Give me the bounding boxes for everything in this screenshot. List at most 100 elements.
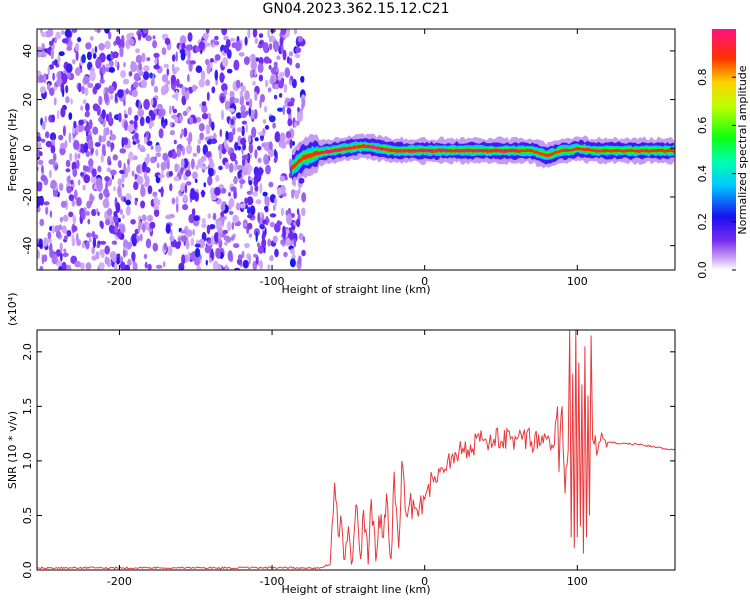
spectrogram-noise-cell: [74, 152, 78, 162]
spectrogram-noise-cell: [80, 171, 84, 177]
spectrogram-noise-cell: [65, 96, 70, 104]
spectrogram-noise-cell: [153, 204, 160, 210]
spectrogram-noise-cell: [301, 207, 306, 217]
spectrogram-noise-cell: [98, 116, 103, 123]
spectrogram-noise-cell: [230, 37, 236, 42]
spectrogram-noise-cell: [297, 107, 300, 112]
spectrogram-noise-cell: [264, 205, 269, 212]
spectrogram-peak-cell: [457, 148, 463, 153]
spectrogram-noise-cell: [106, 167, 112, 173]
spectrogram-noise-cell: [108, 31, 112, 40]
spectrogram-peak-cell: [416, 148, 422, 153]
spectrogram-noise-cell: [165, 80, 171, 85]
spectrogram-peak-cell: [352, 145, 357, 150]
spectrogram-noise-cell: [280, 44, 284, 54]
spectrogram-noise-cell: [235, 202, 241, 211]
spectrogram-noise-cell: [87, 138, 94, 150]
spectrogram-marks: [37, 29, 675, 270]
spectrogram-noise-cell: [182, 110, 188, 116]
spectrogram-noise-cell: [213, 232, 220, 243]
spectrogram-noise-cell: [153, 64, 160, 70]
spectrogram-noise-cell: [200, 155, 207, 162]
spectrogram-noise-cell: [210, 58, 214, 63]
spectrogram-noise-cell: [39, 86, 46, 94]
spectrogram-noise-cell: [171, 197, 176, 205]
spectrogram-noise-cell: [272, 40, 280, 52]
spectrogram-noise-cell: [232, 233, 236, 239]
spectrogram-noise-cell: [86, 232, 92, 238]
spectrogram-noise-cell: [146, 153, 150, 164]
spectrogram-noise-cell: [75, 50, 79, 61]
snr-marks: [37, 330, 675, 570]
spectrogram-noise-cell: [198, 123, 205, 132]
spectrogram-noise-cell: [160, 161, 167, 171]
spectrogram-noise-cell: [283, 251, 288, 258]
spectrogram-noise-cell: [262, 191, 268, 197]
spectrogram-noise-cell: [72, 225, 78, 232]
spectrogram-noise-cell: [236, 258, 243, 266]
spectrogram-noise-cell: [110, 144, 113, 153]
spectrogram-noise-cell: [115, 202, 121, 214]
spectrogram-noise-cell: [125, 199, 131, 206]
spectrogram-noise-cell: [134, 114, 139, 122]
spectrogram-noise-cell: [248, 143, 254, 154]
spectrogram-peak-cell: [324, 149, 330, 154]
spectrogram-noise-cell: [233, 243, 240, 249]
spectrogram-noise-cell: [247, 214, 254, 219]
spectrogram-noise-cell: [225, 236, 232, 243]
spectrogram-noise-cell: [60, 200, 67, 208]
spectrogram-noise-cell: [254, 137, 259, 142]
spectrogram-noise-cell: [262, 42, 269, 54]
spectrogram-noise-cell: [150, 145, 154, 150]
spectrogram-noise-cell: [165, 214, 172, 220]
spectrogram-noise-cell: [228, 162, 234, 173]
spectrogram-noise-cell: [234, 141, 239, 151]
spectrogram-noise-cell: [76, 159, 80, 170]
spectrogram-noise-cell: [291, 140, 295, 146]
spectrogram-noise-cell: [108, 160, 112, 166]
spectrogram-noise-cell: [127, 124, 135, 133]
spectrogram-noise-cell: [183, 127, 188, 138]
spectrogram-noise-cell: [101, 64, 106, 75]
spectrogram-noise-cell: [114, 59, 118, 68]
spectrogram-noise-cell: [77, 179, 81, 186]
spectrogram-noise-cell: [140, 79, 147, 89]
spectrogram-noise-cell: [170, 74, 177, 85]
spectrogram-noise-cell: [160, 85, 167, 96]
spectrogram-noise-cell: [227, 131, 234, 143]
spectrogram-noise-cell: [262, 219, 267, 225]
spectrogram-noise-cell: [48, 169, 52, 179]
spectrogram-noise-cell: [274, 248, 279, 258]
spectrogram-noise-cell: [73, 120, 77, 129]
spectrogram-noise-cell: [187, 49, 191, 61]
spectrogram-noise-cell: [180, 235, 188, 242]
spectrogram-noise-cell: [173, 139, 177, 145]
spectrogram-noise-cell: [195, 164, 199, 170]
spectrogram-noise-cell: [104, 176, 110, 182]
spectrogram-noise-cell: [109, 129, 113, 136]
spectrogram-noise-cell: [135, 54, 143, 64]
spectrogram-peak-cell: [484, 148, 490, 153]
spectrogram-noise-cell: [284, 67, 291, 78]
spectrogram-noise-cell: [91, 255, 97, 261]
spectrogram-noise-cell: [209, 224, 216, 230]
spectrogram-noise-cell: [256, 145, 262, 151]
spectrogram-noise-cell: [80, 105, 84, 111]
spectrogram-noise-cell: [162, 121, 166, 129]
spectrogram-noise-cell: [87, 82, 94, 89]
spectrogram-noise-cell: [68, 40, 73, 47]
spectrogram-noise-cell: [74, 67, 81, 76]
spectrogram-noise-cell: [81, 241, 86, 249]
spectrogram-ridge-core: [516, 147, 675, 157]
spectrogram-noise-cell: [155, 264, 163, 269]
spectrogram-noise-cell: [256, 242, 261, 248]
spectrogram-noise-cell: [274, 197, 277, 207]
spectrogram-noise-cell: [201, 218, 206, 225]
spectrogram-noise-cell: [228, 108, 235, 113]
spectrogram-noise-cell: [82, 75, 90, 85]
spectrogram-noise-cell: [45, 206, 49, 215]
spectrogram-noise-cell: [50, 179, 57, 189]
spectrogram-noise-cell: [109, 94, 114, 100]
spectrogram-noise-cell: [251, 126, 257, 138]
spectrogram-noise-cell: [153, 102, 157, 107]
